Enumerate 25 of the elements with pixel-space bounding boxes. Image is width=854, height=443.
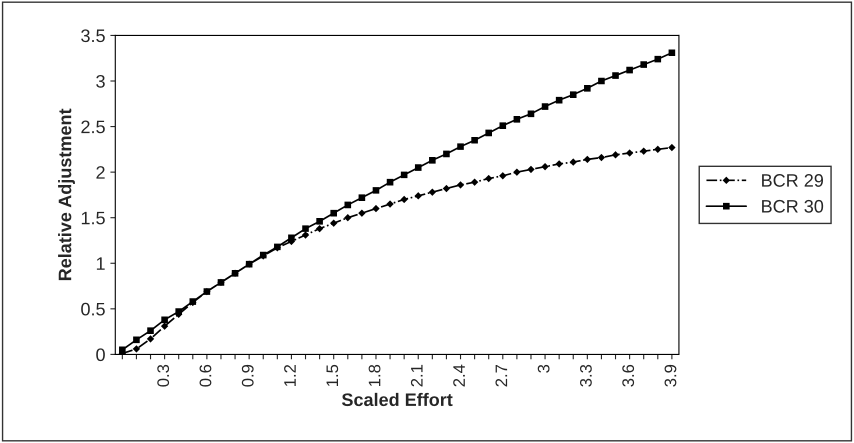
y-tick-label: 1.5 bbox=[82, 212, 105, 224]
x-tick-label: 0.3 bbox=[157, 364, 170, 387]
x-tick-label: 1.5 bbox=[326, 364, 338, 386]
x-tick-label: 3.9 bbox=[664, 364, 676, 387]
legend-label: BCR 29 bbox=[762, 174, 823, 187]
x-axis-title: Scaled Effort bbox=[342, 392, 453, 406]
y-tick-label: 3.5 bbox=[81, 29, 105, 42]
x-tick-label: 3 bbox=[538, 364, 550, 373]
x-tick-label: 1.2 bbox=[284, 364, 296, 386]
y-tick-label: 0.5 bbox=[81, 302, 105, 316]
x-tick-label: 3.3 bbox=[580, 364, 592, 387]
x-tick-label: 1.8 bbox=[368, 364, 380, 386]
y-tick-label: 1 bbox=[96, 257, 105, 270]
y-axis-title: Relative Adjustment bbox=[58, 108, 75, 280]
x-tick-label: 3.6 bbox=[622, 364, 634, 387]
x-tick-label: 0.9 bbox=[242, 364, 254, 387]
x-tick-label: 0.6 bbox=[200, 364, 212, 387]
x-tick-label: 2.1 bbox=[410, 364, 423, 386]
y-tick-label: 2.5 bbox=[81, 120, 105, 134]
y-tick-label: 2 bbox=[96, 166, 105, 179]
x-tick-label: 2.7 bbox=[495, 364, 508, 386]
y-tick-label: 0 bbox=[96, 348, 105, 362]
legend-label: BCR 30 bbox=[762, 200, 824, 213]
x-tick-label: 2.4 bbox=[453, 364, 465, 386]
y-tick-label: 3 bbox=[96, 74, 105, 88]
